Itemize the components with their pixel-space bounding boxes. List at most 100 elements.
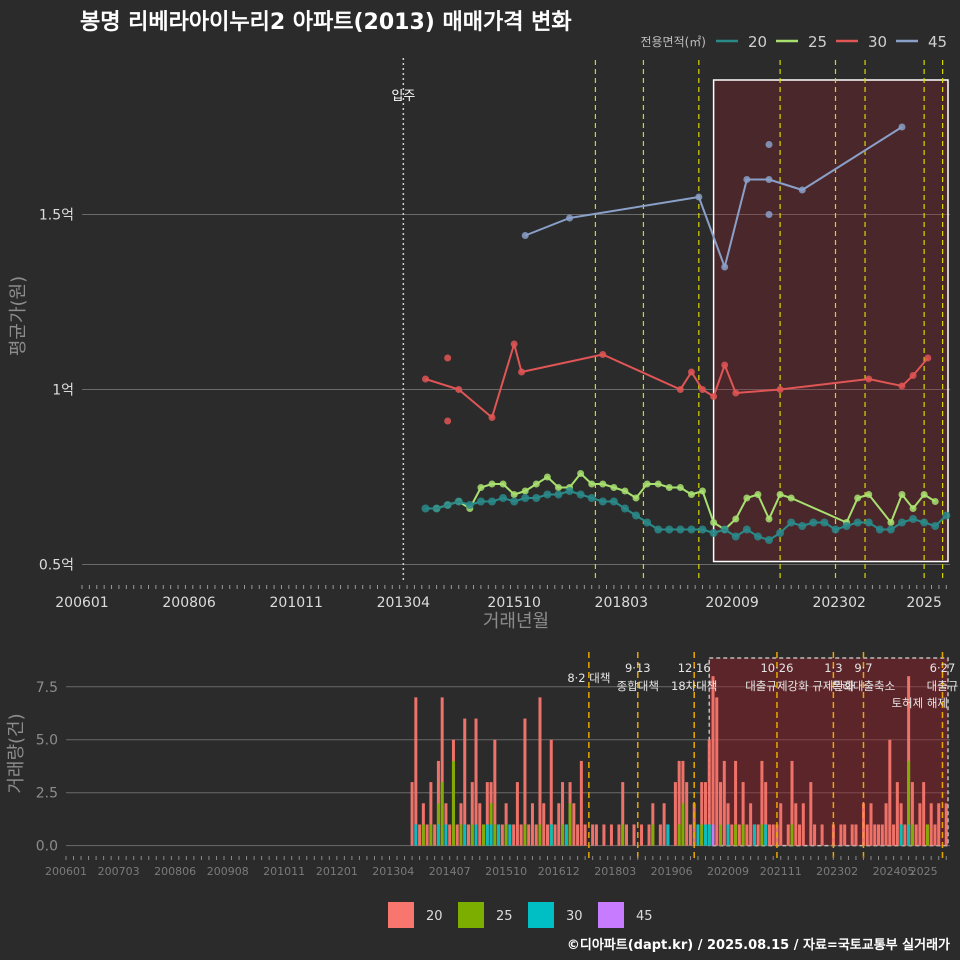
legend-label-25: 25	[496, 909, 513, 924]
data-point-25	[632, 494, 640, 502]
x-tick-label: 200601	[45, 865, 87, 878]
event-label: 특례대출축소	[832, 679, 895, 693]
data-point-30	[687, 368, 695, 376]
data-point-25	[865, 491, 873, 498]
bar-25	[561, 824, 565, 846]
bar-20	[914, 824, 918, 846]
bar-20	[737, 824, 741, 846]
data-point-20	[643, 518, 652, 527]
data-point-20	[465, 501, 474, 509]
bar-25	[429, 824, 433, 846]
bar-25	[470, 824, 474, 846]
event-label: 9·13	[625, 661, 651, 675]
x-tick-label: 201803	[595, 595, 648, 611]
data-point-20	[443, 501, 452, 509]
bar-20	[455, 824, 459, 846]
data-point-25	[765, 515, 773, 523]
bar-30	[436, 824, 440, 846]
data-point-45	[765, 211, 773, 218]
y-axis-label: 거래량(건)	[6, 713, 27, 793]
data-point-20	[787, 518, 796, 527]
data-point-25	[931, 498, 939, 505]
bar-20	[801, 803, 805, 846]
data-point-25	[754, 491, 762, 498]
bar-20	[542, 803, 546, 846]
legend-label-25: 25	[808, 33, 827, 51]
bar-20	[790, 760, 794, 846]
data-point-30	[776, 386, 784, 393]
data-point-30	[721, 361, 729, 369]
data-point-30	[898, 382, 906, 390]
bar-20	[741, 782, 745, 846]
x-tick-label: 201407	[429, 865, 471, 878]
bar-20	[418, 824, 422, 846]
data-point-30	[444, 354, 452, 362]
bar-20	[700, 782, 704, 846]
data-point-20	[742, 525, 751, 534]
bar-20	[722, 760, 726, 846]
data-point-20	[676, 525, 685, 534]
bar-20	[621, 782, 625, 846]
data-point-45	[695, 193, 703, 201]
legend-label-45: 45	[636, 909, 653, 924]
event-label: 대출규	[927, 679, 959, 693]
x-tick-label: 201011	[270, 595, 323, 611]
data-point-25	[787, 494, 795, 502]
x-tick-label: 201612	[538, 865, 580, 878]
data-point-20	[521, 494, 530, 502]
bar-20	[527, 824, 531, 846]
data-point-45	[743, 176, 751, 183]
bar-25	[700, 824, 704, 846]
bar-20	[523, 718, 527, 846]
bar-20	[557, 803, 561, 846]
bar-20	[500, 824, 504, 846]
data-point-20	[820, 518, 829, 527]
bar-20	[910, 782, 914, 846]
bar-20	[734, 760, 738, 846]
bar-20	[474, 718, 478, 846]
bar-20	[937, 803, 941, 846]
data-point-25	[854, 494, 862, 502]
bar-25	[538, 824, 542, 846]
data-point-25	[665, 484, 673, 491]
data-point-20	[720, 525, 729, 534]
bar-20	[463, 718, 467, 846]
bar-20	[647, 824, 651, 846]
x-axis-label: 거래년월	[483, 611, 549, 632]
bar-30	[899, 824, 903, 846]
bar-30	[444, 824, 448, 846]
bar-20	[617, 824, 621, 846]
data-point-20	[620, 504, 629, 513]
data-point-20	[853, 518, 862, 527]
bar-20	[591, 824, 595, 846]
data-point-20	[831, 525, 840, 534]
bar-20	[534, 824, 538, 846]
bar-30	[696, 824, 700, 846]
data-point-45	[898, 123, 906, 131]
data-point-30	[455, 386, 463, 393]
bar-25	[677, 824, 681, 846]
bar-20	[530, 803, 534, 846]
x-tick-label: 200806	[154, 865, 196, 878]
bar-30	[764, 824, 768, 846]
data-point-20	[576, 490, 585, 499]
bar-45	[711, 824, 715, 846]
bar-20	[850, 824, 854, 846]
bar-20	[512, 824, 516, 846]
data-point-25	[510, 491, 518, 498]
data-point-20	[864, 518, 873, 527]
x-tick-label: 202405	[873, 865, 915, 878]
data-point-20	[731, 532, 740, 541]
bar-20	[685, 782, 689, 846]
bar-20	[779, 803, 783, 846]
bar-20	[433, 824, 437, 846]
bar-25	[451, 760, 455, 846]
bar-20	[545, 824, 550, 846]
bar-20	[576, 824, 580, 846]
x-tick-label: 201510	[485, 865, 527, 878]
data-point-30	[676, 386, 684, 393]
data-point-45	[765, 141, 773, 148]
data-point-45	[765, 176, 773, 183]
data-point-25	[654, 480, 662, 488]
bar-30	[489, 824, 493, 846]
